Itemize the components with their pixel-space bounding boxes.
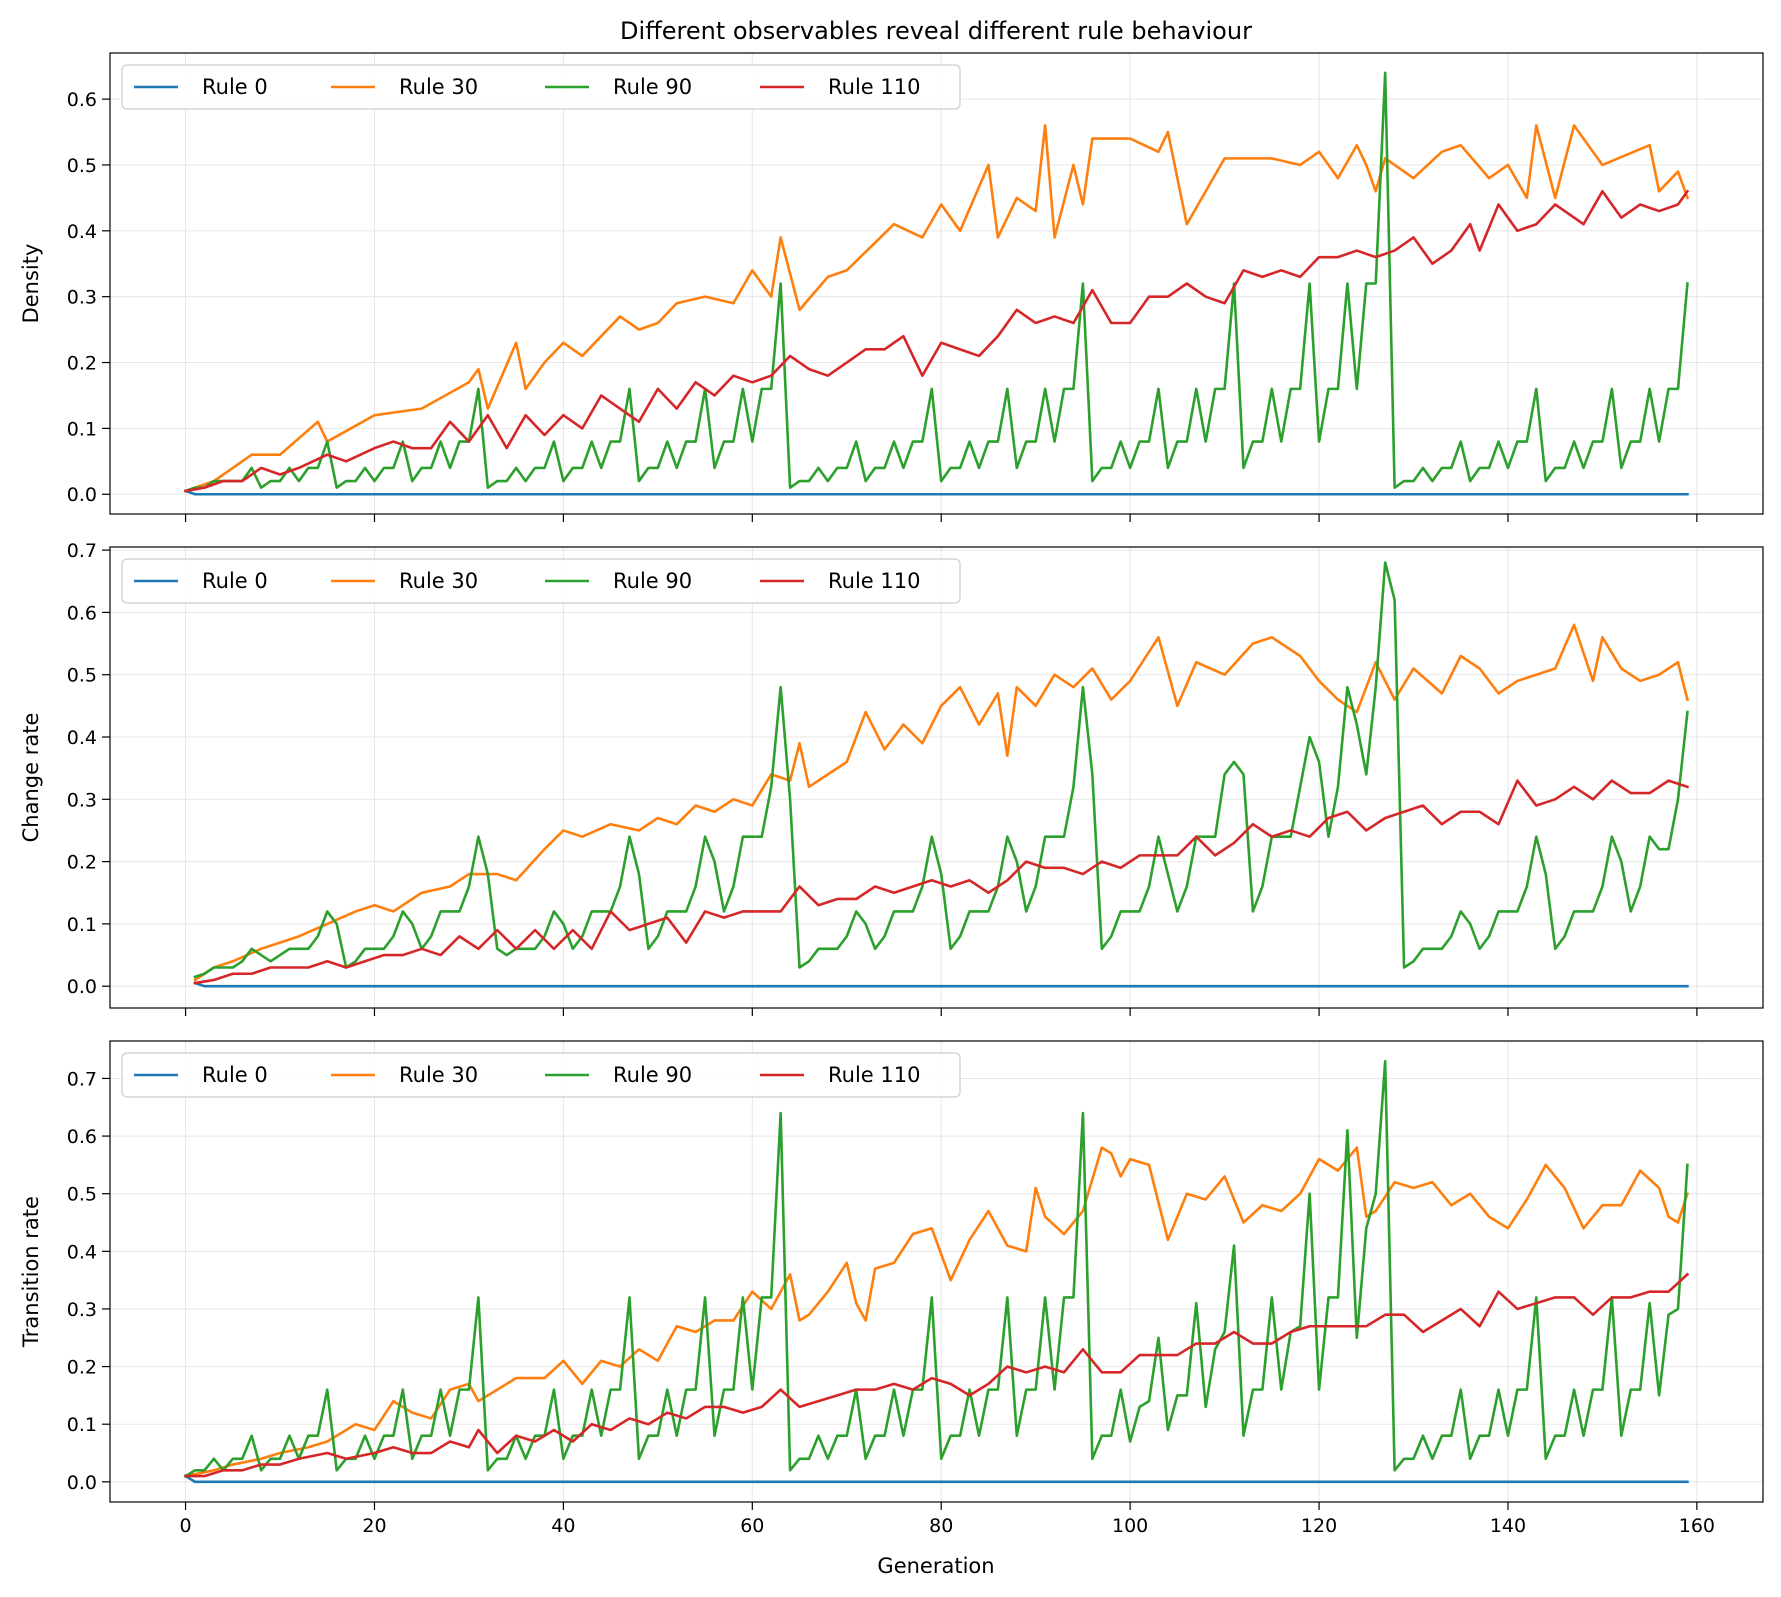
y-tick-label: 0.3 (67, 1299, 97, 1321)
y-tick-label: 0.3 (67, 287, 97, 309)
series-line-rule-0 (183, 1474, 1689, 1484)
y-tick-label: 0.5 (67, 155, 97, 177)
y-tick-label: 0.5 (67, 1184, 97, 1206)
legend-entry-label: Rule 30 (399, 569, 478, 593)
x-axis-label: Generation (877, 1554, 994, 1578)
legend-entry-label: Rule 30 (399, 75, 478, 99)
x-tick-label: 100 (1112, 1515, 1148, 1537)
subplot-stack: 0.0 0.1 0.2 0.3 0.4 0.5 0.6 Density Rule 0 Rule 3… (19, 52, 1764, 1537)
legend-entry-label: Rule 90 (613, 75, 692, 99)
subplot-2: 0.0 0.1 0.2 0.3 0.4 0.5 0.6 0.7 Change rate Rule … (19, 540, 1764, 1016)
x-tick-label: 80 (929, 1515, 953, 1537)
y-tick-label: 0.4 (67, 727, 97, 749)
series-line-rule-30 (184, 1146, 1690, 1478)
x-tick-label: 0 (180, 1515, 192, 1537)
axes-frame (109, 52, 1764, 515)
series-line-rule-30 (183, 124, 1690, 493)
y-tick-label: 0.2 (67, 1357, 97, 1379)
legend-entry-label: Rule 90 (613, 569, 692, 593)
y-axis-label: Change rate (19, 713, 43, 843)
y-tick-label: 0.3 (67, 789, 97, 811)
x-tick-label: 40 (551, 1515, 575, 1537)
subplot-3: 0 20 40 60 80 100 120 140 160 0.0 0.1 0.2 0.3 0.4 0.5 0… (19, 1040, 1764, 1537)
y-tick-label: 0.1 (67, 418, 97, 440)
y-tick-label: 0.0 (67, 1472, 97, 1494)
series-line-rule-110 (184, 189, 1690, 493)
y-tick-label: 0.7 (67, 540, 97, 562)
legend-box (121, 558, 961, 604)
y-axis-label: Transition rate (19, 1196, 43, 1348)
y-tick-label: 0.1 (67, 914, 97, 936)
y-tick-label: 0.0 (67, 976, 97, 998)
y-tick-label: 0.0 (67, 484, 97, 506)
y-tick-label: 0.7 (67, 1068, 97, 1090)
legend-entry-label: Rule 0 (202, 1063, 268, 1087)
x-tick-label: 140 (1490, 1515, 1526, 1537)
y-tick-label: 0.6 (67, 602, 97, 624)
y-tick-label: 0.4 (67, 1241, 97, 1263)
legend: Rule 0 Rule 30 Rule 90 Rule 110 (121, 558, 961, 604)
legend: Rule 0 Rule 30 Rule 90 Rule 110 (121, 64, 961, 110)
legend-box (121, 64, 961, 110)
y-tick-label: 0.4 (67, 221, 97, 243)
x-tick-label: 120 (1301, 1515, 1337, 1537)
legend-entry-label: Rule 0 (202, 75, 268, 99)
series-line-rule-0 (183, 489, 1689, 496)
legend-entry-label: Rule 110 (828, 75, 920, 99)
legend: Rule 0 Rule 30 Rule 90 Rule 110 (121, 1052, 961, 1098)
y-tick-label: 0.1 (67, 1414, 97, 1436)
legend-box (121, 1052, 961, 1098)
legend-entry-label: Rule 110 (828, 569, 920, 593)
x-tick-label: 160 (1679, 1515, 1715, 1537)
y-tick-label: 0.2 (67, 852, 97, 874)
legend-entry-label: Rule 110 (828, 1063, 920, 1087)
series-line-rule-90 (183, 1059, 1689, 1478)
legend-entry-label: Rule 90 (613, 1063, 692, 1087)
subplot-1: 0.0 0.1 0.2 0.3 0.4 0.5 0.6 Density Rule 0 Rule 3… (19, 52, 1764, 522)
figure-title: Different observables reveal different r… (620, 17, 1252, 45)
x-tick-label: 60 (740, 1515, 764, 1537)
series-line-rule-30 (193, 623, 1690, 982)
y-tick-label: 0.2 (67, 353, 97, 375)
axes-frame (109, 1040, 1764, 1503)
y-tick-label: 0.6 (67, 1126, 97, 1148)
series-line-rule-90 (183, 71, 1689, 493)
y-axis-label: Density (19, 244, 43, 324)
series-line-rule-110 (193, 779, 1690, 985)
x-tick-label: 20 (362, 1515, 386, 1537)
legend-entry-label: Rule 0 (202, 569, 268, 593)
axes-frame (109, 546, 1764, 1009)
series-line-rule-110 (184, 1272, 1690, 1478)
series-line-rule-90 (193, 561, 1689, 979)
legend-entry-label: Rule 30 (399, 1063, 478, 1087)
series-line-rule-0 (193, 981, 1689, 988)
y-tick-label: 0.5 (67, 665, 97, 687)
y-tick-label: 0.6 (67, 89, 97, 111)
